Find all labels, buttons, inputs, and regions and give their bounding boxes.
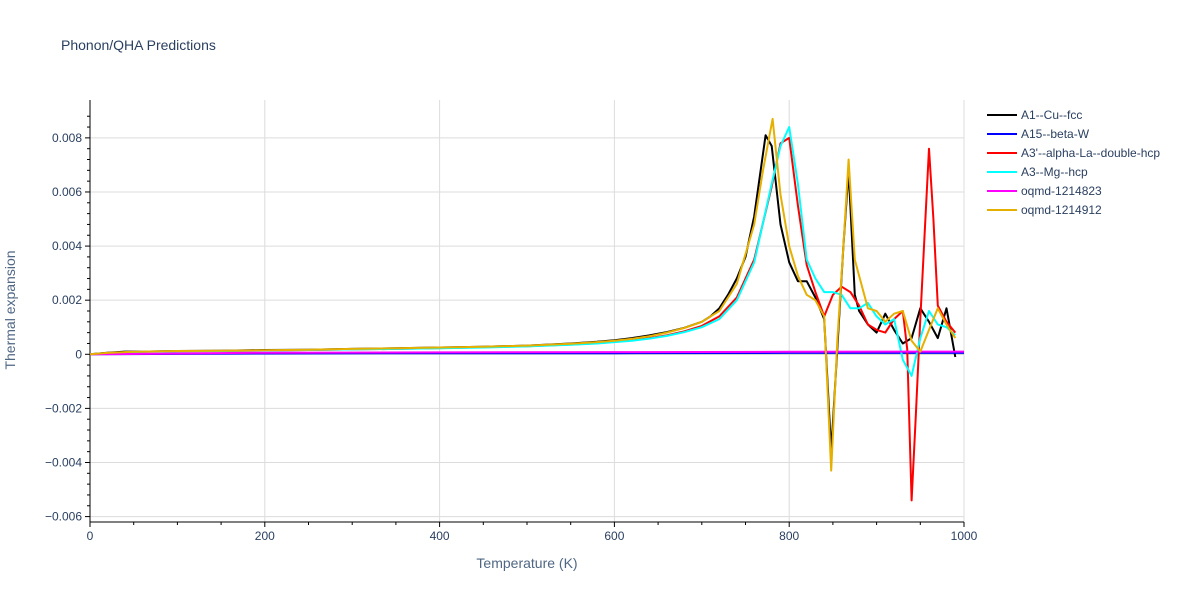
axis-layer: 0 200 400 600 800 1000 −0.006 −0.004 −0.002 0 0.00… <box>45 100 978 543</box>
y-tick-label: −0.004 <box>45 455 82 469</box>
legend-item-a3-mg-hcp[interactable]: A3--Mg--hcp <box>987 165 1088 179</box>
legend-item-oqmd-1214823[interactable]: oqmd-1214823 <box>987 184 1102 198</box>
series-line-oqmd-1214823 <box>89 350 965 356</box>
legend-label: A3'--alpha-La--double-hcp <box>1021 146 1160 160</box>
legend[interactable]: A1--Cu--fcc A15--beta-W A3'--alpha-La--dou… <box>987 108 1160 217</box>
x-tick-label: 800 <box>779 529 799 543</box>
legend-item-a1-cu-fcc[interactable]: A1--Cu--fcc <box>987 108 1082 122</box>
legend-label: A3--Mg--hcp <box>1021 165 1088 179</box>
legend-label: A1--Cu--fcc <box>1021 108 1082 122</box>
legend-label: oqmd-1214912 <box>1021 203 1102 217</box>
legend-label: oqmd-1214823 <box>1021 184 1102 198</box>
y-axis-title: Thermal expansion <box>2 250 18 369</box>
legend-item-oqmd-1214912[interactable]: oqmd-1214912 <box>987 203 1102 217</box>
y-tick-label: 0.004 <box>52 239 82 253</box>
series-line-a1-cu-fcc <box>89 134 957 453</box>
x-axis-title: Temperature (K) <box>476 555 577 571</box>
legend-item-a3-alpha-la-double-hcp[interactable]: A3'--alpha-La--double-hcp <box>987 146 1160 160</box>
x-tick-label: 600 <box>604 529 624 543</box>
y-tick-label: 0.008 <box>52 131 82 145</box>
x-tick-label: 0 <box>87 529 94 543</box>
grid-layer <box>90 100 965 522</box>
y-tick-label: 0.002 <box>52 293 82 307</box>
series-layer <box>89 117 965 502</box>
legend-item-a15-beta-w[interactable]: A15--beta-W <box>987 127 1090 141</box>
x-tick-label: 200 <box>255 529 275 543</box>
y-tick-label: −0.002 <box>45 401 82 415</box>
y-tick-label: 0 <box>75 347 82 361</box>
y-tick-label: 0.006 <box>52 185 82 199</box>
chart-title: Phonon/QHA Predictions <box>61 37 216 53</box>
x-tick-label: 400 <box>430 529 450 543</box>
legend-label: A15--beta-W <box>1021 127 1090 141</box>
x-tick-label: 1000 <box>951 529 978 543</box>
series-line-oqmd-1214912 <box>89 117 957 472</box>
y-tick-label: −0.006 <box>45 510 82 524</box>
